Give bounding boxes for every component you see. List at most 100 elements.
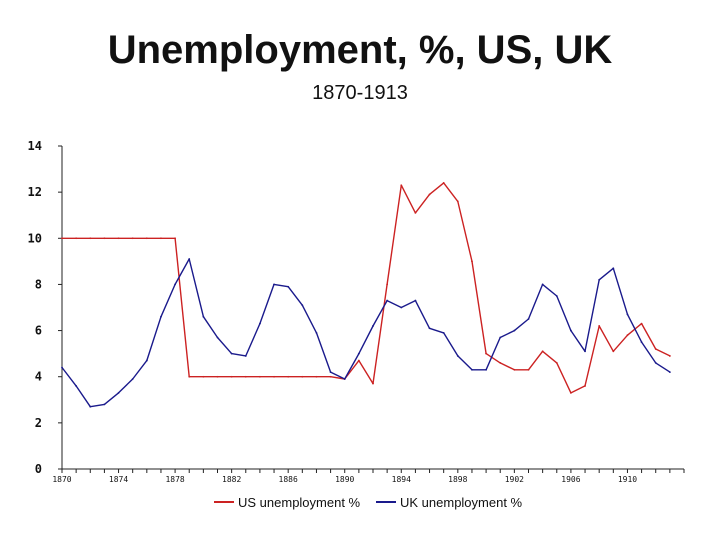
data-point-uk	[357, 352, 360, 355]
x-tick-label: 1882	[222, 475, 241, 484]
data-point-us	[654, 348, 657, 350]
data-point-us	[668, 355, 671, 357]
data-point-uk	[273, 283, 275, 286]
data-point-us	[400, 184, 403, 187]
data-point-uk	[315, 331, 318, 334]
data-point-uk	[188, 258, 191, 260]
data-point-us	[428, 193, 431, 196]
y-tick-label: 14	[28, 139, 42, 153]
data-point-uk	[117, 391, 120, 394]
data-point-uk	[145, 359, 148, 362]
data-point-uk	[287, 285, 290, 288]
data-point-us	[160, 237, 162, 240]
data-point-uk	[230, 352, 233, 355]
data-point-us	[372, 382, 374, 385]
data-point-us	[471, 260, 473, 263]
data-point-us	[103, 237, 106, 240]
data-point-uk	[216, 336, 219, 339]
data-point-uk	[626, 313, 629, 316]
data-point-us	[117, 237, 120, 240]
data-point-us	[230, 375, 233, 378]
data-point-us	[329, 375, 332, 378]
y-tick-label: 12	[28, 185, 42, 199]
x-tick-label: 1890	[335, 475, 354, 484]
data-point-us	[499, 361, 502, 364]
data-point-us	[216, 375, 219, 378]
data-point-us	[315, 375, 318, 378]
data-point-uk	[456, 355, 459, 357]
data-point-uk	[640, 341, 643, 344]
data-point-uk	[244, 355, 247, 357]
data-point-uk	[131, 378, 134, 380]
data-point-uk	[414, 299, 417, 302]
x-tick-label: 1898	[448, 475, 467, 484]
data-point-uk	[428, 327, 431, 330]
data-point-uk	[598, 278, 601, 281]
data-point-us	[442, 182, 445, 184]
x-tick-label: 1886	[279, 475, 298, 484]
y-tick-label: 4	[35, 370, 42, 384]
x-tick-label: 1910	[618, 475, 637, 484]
data-point-us	[244, 375, 247, 378]
data-point-uk	[541, 283, 544, 286]
data-point-us	[174, 237, 176, 240]
y-tick-label: 0	[35, 462, 42, 476]
data-point-us	[202, 375, 205, 378]
data-point-uk	[485, 368, 487, 371]
data-point-uk	[654, 361, 657, 364]
data-point-uk	[75, 385, 78, 387]
data-point-uk	[329, 371, 332, 373]
data-point-us	[386, 283, 389, 286]
data-point-uk	[386, 299, 389, 302]
data-point-uk	[202, 315, 205, 318]
data-point-uk	[103, 403, 106, 406]
data-point-us	[598, 325, 601, 327]
data-point-uk	[343, 378, 346, 380]
y-tick-label: 8	[35, 277, 42, 291]
data-point-uk	[513, 329, 516, 332]
data-point-uk	[61, 366, 63, 369]
y-tick-label: 10	[28, 231, 42, 245]
legend-label-uk: UK unemployment %	[400, 495, 523, 510]
series-line-us	[62, 182, 671, 394]
data-point-us	[273, 375, 275, 378]
data-point-us	[357, 359, 360, 362]
data-point-us	[287, 375, 290, 378]
data-point-uk	[372, 325, 374, 327]
data-point-uk	[442, 331, 445, 334]
series-line-uk	[61, 258, 671, 408]
x-tick-label: 1902	[505, 475, 524, 484]
data-point-us	[527, 368, 530, 371]
data-point-us	[513, 368, 516, 371]
data-point-us	[414, 212, 417, 214]
x-tick-label: 1870	[52, 475, 71, 484]
data-point-us	[570, 391, 572, 394]
data-point-uk	[174, 283, 176, 286]
data-point-us	[301, 375, 304, 378]
data-point-us	[626, 334, 629, 337]
x-tick-label: 1906	[561, 475, 580, 484]
data-point-uk	[301, 304, 304, 307]
data-point-us	[640, 322, 643, 325]
chart-title: Unemployment, %, US, UK	[107, 28, 613, 72]
data-point-uk	[612, 267, 615, 270]
data-point-uk	[259, 322, 261, 325]
data-point-us	[145, 237, 148, 240]
data-point-uk	[499, 336, 502, 339]
data-point-uk	[555, 295, 558, 297]
data-point-us	[61, 237, 63, 240]
chart-subtitle: 1870-1913	[312, 82, 408, 104]
legend-label-us: US unemployment %	[238, 495, 361, 510]
data-point-us	[89, 237, 92, 240]
data-point-us	[584, 385, 586, 387]
data-point-uk	[89, 405, 92, 408]
data-point-uk	[471, 368, 473, 371]
data-point-uk	[570, 329, 572, 332]
data-point-us	[612, 350, 615, 353]
data-point-uk	[160, 315, 162, 318]
data-point-us	[75, 237, 78, 240]
x-tick-label: 1894	[392, 475, 411, 484]
data-point-us	[188, 375, 191, 378]
data-point-uk	[527, 318, 530, 320]
